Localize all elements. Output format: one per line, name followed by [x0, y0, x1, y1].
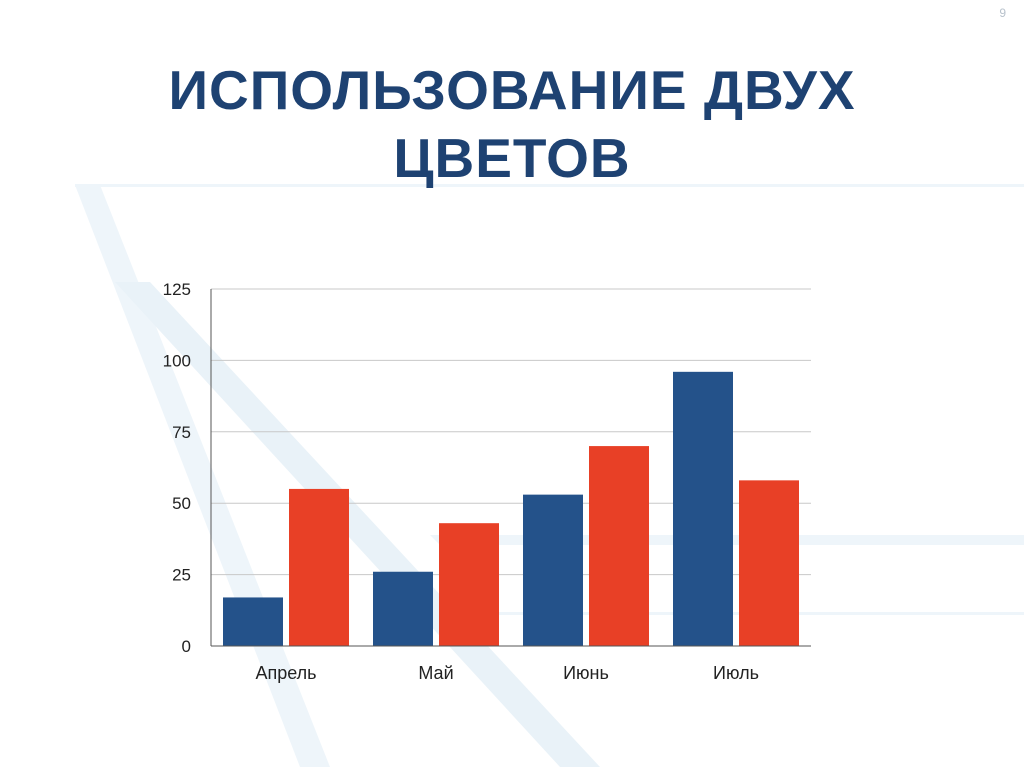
decor-line-top	[75, 184, 1024, 187]
bar-series-2-2	[589, 446, 649, 646]
x-tick-label: Апрель	[255, 663, 316, 683]
bar-series-2-3	[739, 480, 799, 646]
bar-series-2-0	[289, 488, 349, 646]
slide-title-line-1: ИСПОЛЬЗОВАНИЕ ДВУХ	[168, 59, 856, 121]
bar-series-1-2	[523, 494, 583, 646]
slide-title-line-2: ЦВЕТОВ	[393, 127, 631, 189]
y-tick-label: 25	[172, 566, 191, 585]
x-tick-label: Май	[418, 663, 453, 683]
bar-series-1-0	[223, 597, 283, 646]
slide-title: ИСПОЛЬЗОВАНИЕ ДВУХ ЦВЕТОВ	[0, 56, 1024, 192]
y-tick-label: 75	[172, 423, 191, 442]
x-tick-label: Июнь	[563, 663, 609, 683]
bar-series-1-1	[373, 571, 433, 646]
bar-series-1-3	[673, 371, 733, 646]
axes: 0 25 50 75 100 125 Апрель Май Июнь Июль	[163, 280, 811, 683]
y-tick-label: 50	[172, 494, 191, 513]
y-tick-label: 125	[163, 280, 191, 299]
x-tick-label: Июль	[713, 663, 759, 683]
bar-series-2-1	[439, 523, 499, 646]
y-tick-label: 0	[182, 637, 191, 656]
bars	[223, 371, 799, 646]
slide-number: 9	[999, 6, 1006, 20]
y-tick-label: 100	[163, 351, 191, 370]
